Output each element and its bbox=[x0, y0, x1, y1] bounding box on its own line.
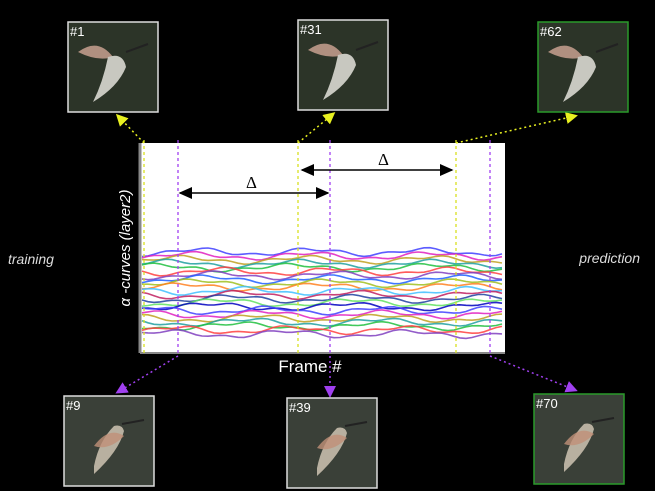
frame-label: #9 bbox=[66, 398, 80, 413]
thumbnail: #9 bbox=[64, 396, 154, 486]
frame-label: #39 bbox=[289, 400, 311, 415]
thumbnail: #39 bbox=[287, 398, 377, 488]
interval-label: Δ bbox=[246, 173, 257, 192]
frame-label: #62 bbox=[540, 24, 562, 39]
thumbnail: #62 bbox=[538, 22, 628, 112]
x-axis-label: Frame # bbox=[278, 357, 342, 376]
frame-label: #70 bbox=[536, 396, 558, 411]
link bbox=[118, 356, 178, 392]
figure: Δ Δ Frame # α -curves (layer2) training … bbox=[0, 0, 655, 491]
link bbox=[490, 356, 575, 390]
plot-area bbox=[140, 143, 505, 353]
page: Δ Δ Frame # α -curves (layer2) training … bbox=[0, 0, 655, 491]
thumbnail: #70 bbox=[534, 394, 624, 484]
link bbox=[456, 116, 575, 143]
side-label: training bbox=[8, 251, 54, 267]
thumbnail: #1 bbox=[68, 22, 158, 112]
y-axis-label: α -curves (layer2) bbox=[117, 190, 134, 307]
link bbox=[298, 114, 333, 143]
link bbox=[118, 116, 144, 143]
side-label: prediction bbox=[578, 250, 640, 266]
thumbnail: #31 bbox=[298, 20, 388, 110]
frame-label: #1 bbox=[70, 24, 84, 39]
frame-label: #31 bbox=[300, 22, 322, 37]
interval-label: Δ bbox=[378, 150, 389, 169]
